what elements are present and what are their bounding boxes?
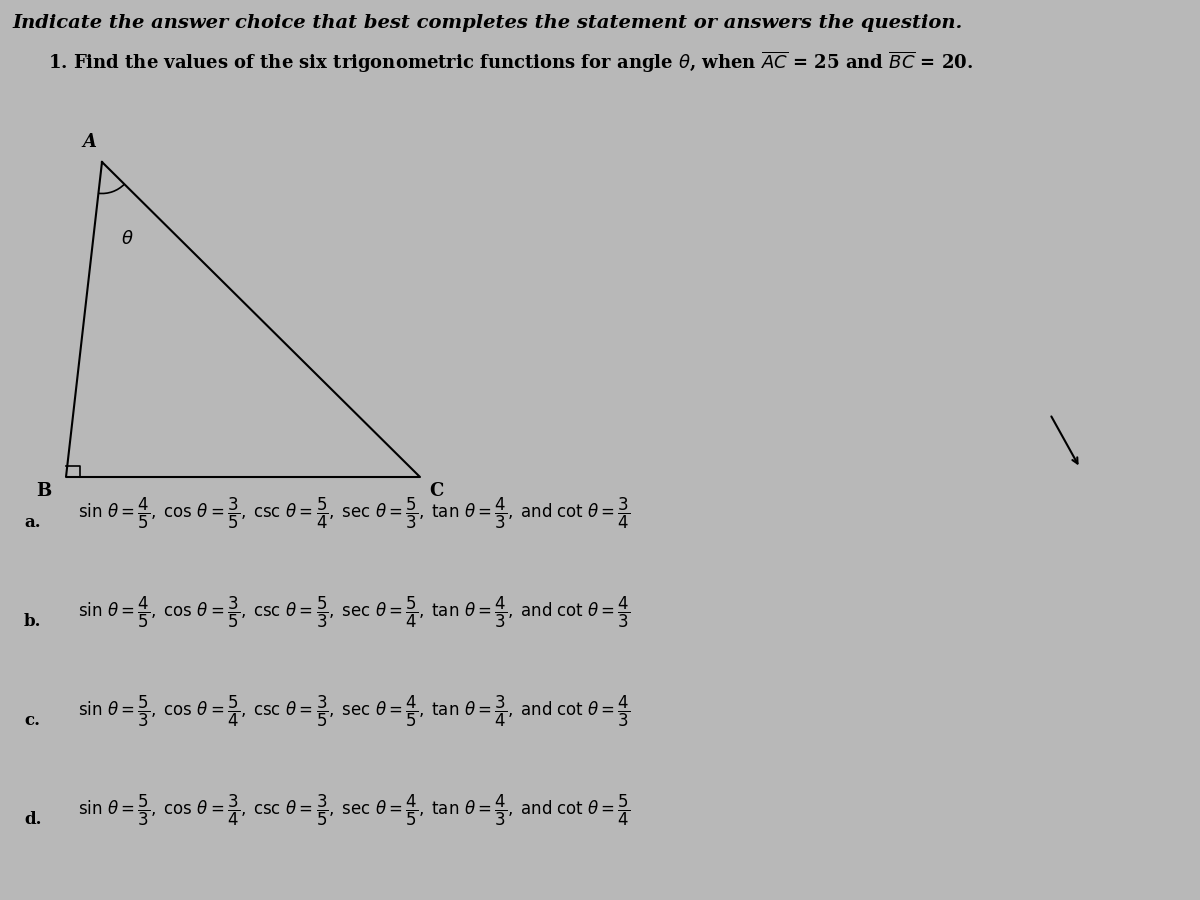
Text: 1. Find the values of the six trigonometric functions for angle $\theta$, when $: 1. Find the values of the six trigonomet…	[48, 50, 973, 75]
Text: a.: a.	[24, 514, 41, 531]
Text: c.: c.	[24, 712, 40, 729]
Text: $\sin\,\theta = \dfrac{4}{5},\;\cos\,\theta = \dfrac{3}{5},\;\csc\,\theta = \dfr: $\sin\,\theta = \dfrac{4}{5},\;\cos\,\th…	[78, 595, 630, 630]
Text: $\sin\,\theta = \dfrac{5}{3},\;\cos\,\theta = \dfrac{5}{4},\;\csc\,\theta = \dfr: $\sin\,\theta = \dfrac{5}{3},\;\cos\,\th…	[78, 694, 630, 729]
Text: A: A	[82, 133, 96, 151]
Text: $\sin\,\theta = \dfrac{5}{3},\;\cos\,\theta = \dfrac{3}{4},\;\csc\,\theta = \dfr: $\sin\,\theta = \dfrac{5}{3},\;\cos\,\th…	[78, 793, 630, 828]
Text: $\sin\,\theta = \dfrac{4}{5},\;\cos\,\theta = \dfrac{3}{5},\;\csc\,\theta = \dfr: $\sin\,\theta = \dfrac{4}{5},\;\cos\,\th…	[78, 496, 630, 531]
Text: b.: b.	[24, 613, 42, 630]
Text: C: C	[430, 482, 444, 500]
Text: d.: d.	[24, 811, 42, 828]
Text: $\theta$: $\theta$	[121, 230, 134, 248]
Text: Indicate the answer choice that best completes the statement or answers the ques: Indicate the answer choice that best com…	[12, 14, 962, 32]
Text: B: B	[36, 482, 52, 500]
